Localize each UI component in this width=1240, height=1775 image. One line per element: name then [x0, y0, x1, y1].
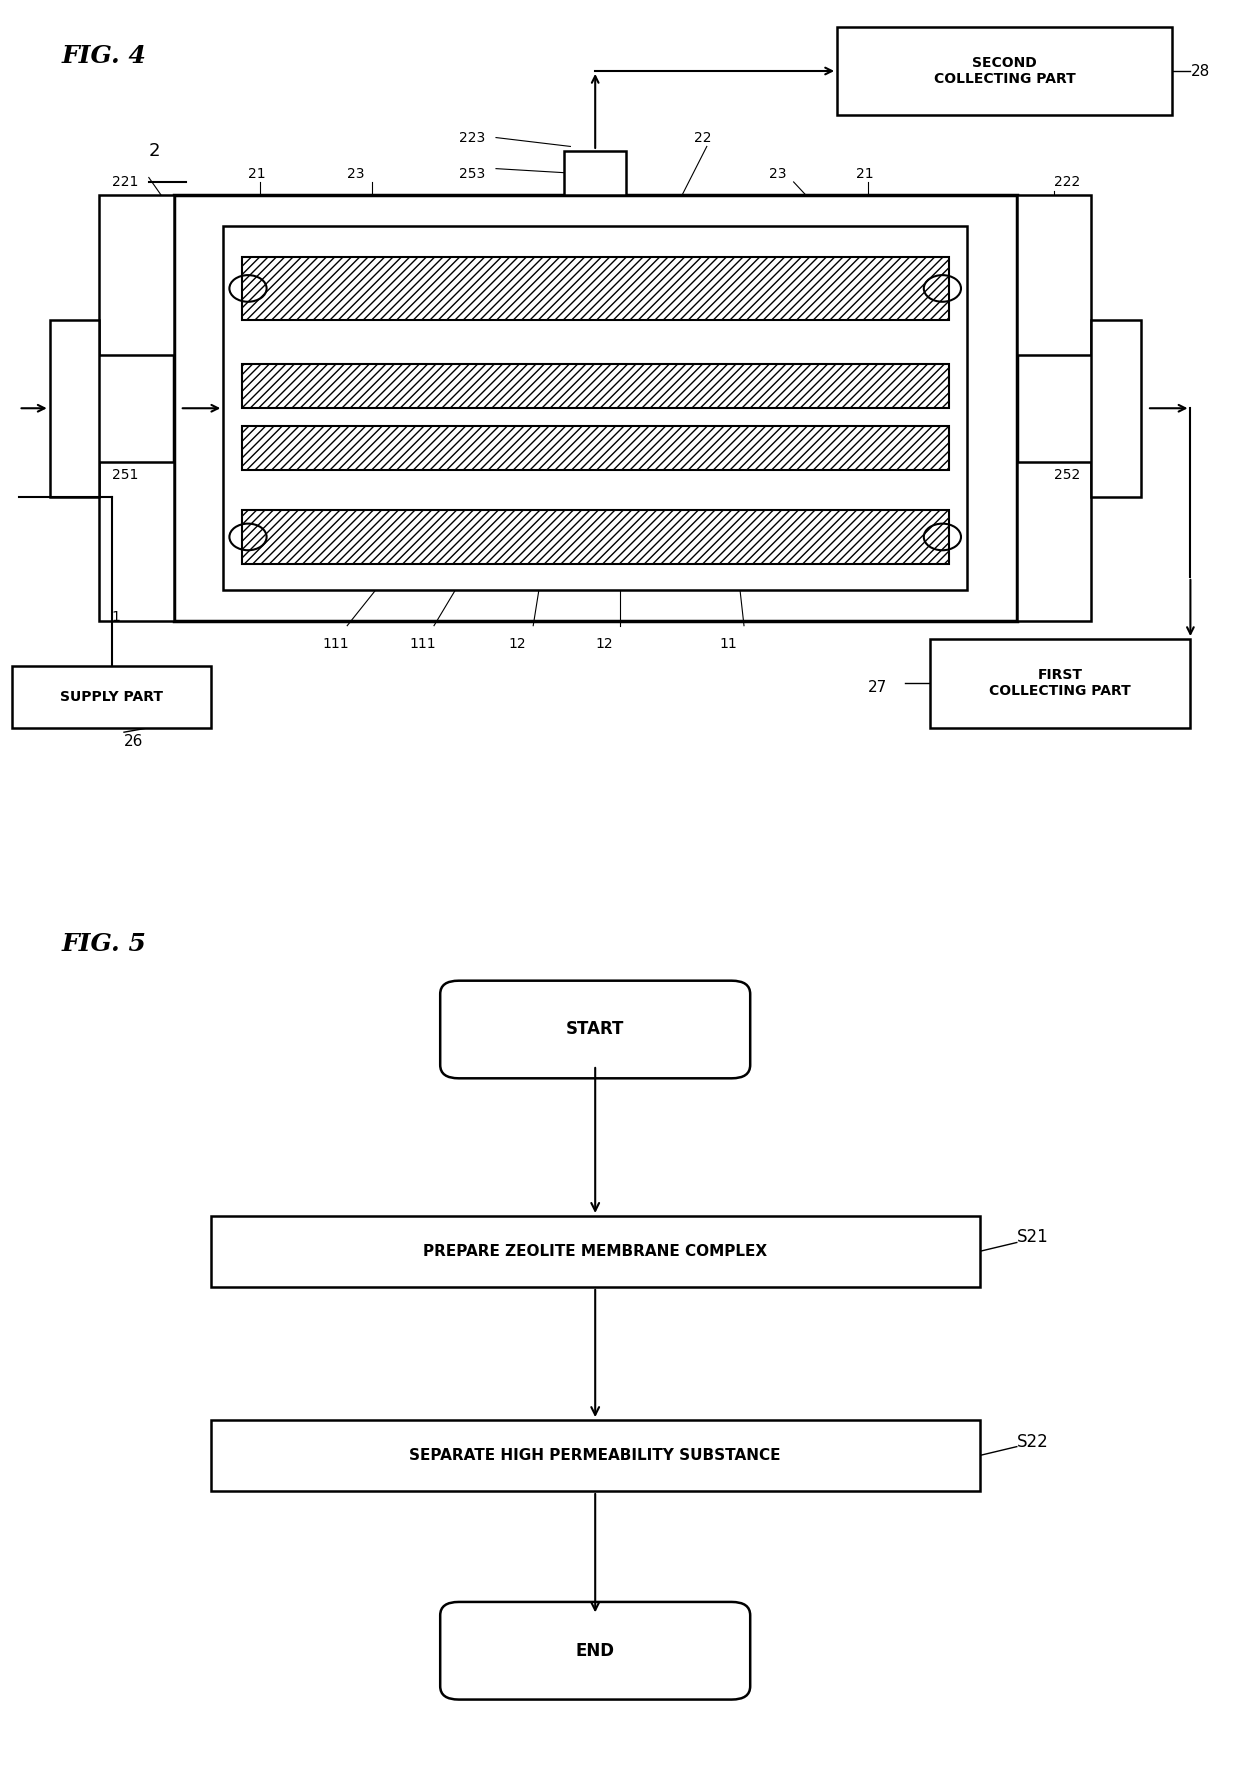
Bar [12, 666, 211, 728]
Text: S22: S22 [1017, 1432, 1049, 1450]
Text: 11: 11 [719, 637, 737, 651]
Text: 222: 222 [1054, 176, 1080, 190]
Text: END: END [575, 1642, 615, 1660]
Bar [242, 511, 949, 564]
Bar [242, 257, 949, 320]
Bar [930, 639, 1190, 728]
Text: 252: 252 [1054, 469, 1080, 483]
Text: 12: 12 [595, 637, 613, 651]
Text: PREPARE ZEOLITE MEMBRANE COMPLEX: PREPARE ZEOLITE MEMBRANE COMPLEX [423, 1244, 768, 1258]
Bar [211, 1420, 980, 1491]
Text: SECOND
COLLECTING PART: SECOND COLLECTING PART [934, 55, 1075, 87]
Text: 111: 111 [322, 637, 348, 651]
Text: 1: 1 [112, 611, 120, 625]
Bar [211, 1216, 980, 1287]
Text: 26: 26 [124, 733, 144, 749]
Text: 253: 253 [459, 167, 485, 181]
Text: 21: 21 [248, 167, 265, 181]
Bar [174, 195, 1017, 621]
Text: FIG. 5: FIG. 5 [62, 932, 146, 957]
FancyBboxPatch shape [440, 1601, 750, 1700]
Bar [99, 195, 174, 355]
Text: 2: 2 [149, 142, 160, 160]
Text: FIRST
COLLECTING PART: FIRST COLLECTING PART [990, 667, 1131, 699]
Text: 221: 221 [112, 176, 138, 190]
Text: S21: S21 [1017, 1228, 1049, 1246]
Text: 21: 21 [856, 167, 873, 181]
Bar [1091, 320, 1141, 497]
Text: 23: 23 [769, 167, 786, 181]
Bar [564, 151, 626, 195]
Text: FIG. 4: FIG. 4 [62, 44, 146, 69]
Text: SEPARATE HIGH PERMEABILITY SUBSTANCE: SEPARATE HIGH PERMEABILITY SUBSTANCE [409, 1448, 781, 1463]
Text: 111: 111 [409, 637, 435, 651]
Bar [1017, 195, 1091, 355]
Bar [50, 320, 99, 497]
Text: 28: 28 [1190, 64, 1210, 78]
Text: 223: 223 [459, 131, 485, 146]
Text: 23: 23 [347, 167, 365, 181]
Bar [223, 225, 967, 589]
Bar [1017, 462, 1091, 621]
Bar [837, 27, 1172, 115]
Text: START: START [565, 1021, 625, 1038]
Text: 22: 22 [694, 131, 712, 146]
Bar [99, 462, 174, 621]
Bar [242, 364, 949, 408]
Bar [242, 426, 949, 470]
Text: SUPPLY PART: SUPPLY PART [60, 690, 164, 703]
Text: 251: 251 [112, 469, 138, 483]
FancyBboxPatch shape [440, 980, 750, 1077]
Text: 12: 12 [508, 637, 526, 651]
Text: 27: 27 [868, 680, 888, 696]
